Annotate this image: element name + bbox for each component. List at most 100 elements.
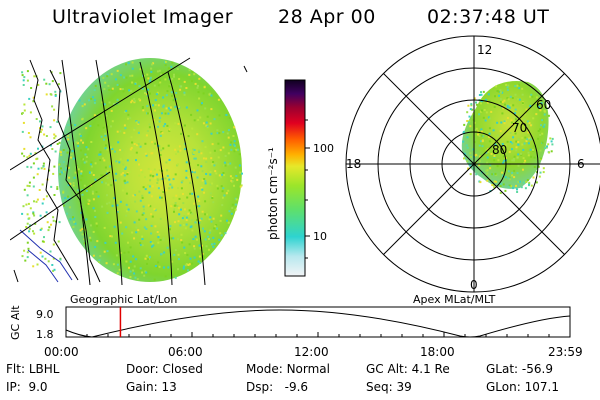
speckle bbox=[517, 98, 519, 101]
speckle bbox=[215, 172, 218, 175]
speckle bbox=[496, 165, 499, 168]
speckle bbox=[126, 173, 129, 176]
speckle bbox=[503, 122, 506, 125]
speckle bbox=[462, 140, 465, 143]
speckle bbox=[120, 173, 123, 176]
speckle bbox=[190, 211, 192, 214]
speckle bbox=[90, 239, 92, 242]
speckle bbox=[526, 120, 529, 123]
speckle bbox=[78, 133, 81, 136]
speckle bbox=[132, 269, 135, 272]
speckle bbox=[158, 194, 161, 197]
speckle bbox=[182, 193, 184, 195]
speckle bbox=[511, 171, 514, 174]
speckle bbox=[198, 149, 200, 152]
speckle bbox=[108, 201, 111, 204]
speckle bbox=[116, 83, 119, 86]
info-label: GLon: bbox=[486, 380, 521, 394]
speckle bbox=[199, 219, 202, 221]
speckle bbox=[204, 182, 207, 185]
speckle bbox=[189, 257, 192, 260]
speckle bbox=[527, 131, 530, 134]
speckle bbox=[193, 245, 196, 248]
speckle bbox=[45, 93, 48, 96]
speckle bbox=[171, 94, 173, 97]
speckle bbox=[26, 222, 29, 225]
speckle bbox=[178, 197, 181, 200]
speckle bbox=[87, 148, 90, 151]
speckle bbox=[129, 260, 132, 263]
speckle bbox=[62, 190, 65, 193]
speckle bbox=[27, 247, 30, 250]
speckle bbox=[488, 140, 491, 143]
speckle bbox=[32, 185, 35, 188]
speckle bbox=[209, 122, 212, 125]
speckle bbox=[154, 176, 157, 179]
speckle bbox=[54, 90, 57, 93]
speckle bbox=[235, 175, 238, 177]
speckle bbox=[473, 121, 476, 124]
speckle bbox=[124, 182, 127, 185]
speckle bbox=[56, 187, 59, 190]
speckle bbox=[137, 229, 140, 232]
speckle bbox=[221, 204, 224, 207]
speckle bbox=[149, 174, 152, 177]
speckle bbox=[488, 127, 491, 130]
speckle bbox=[85, 190, 88, 192]
speckle bbox=[146, 130, 149, 132]
speckle bbox=[522, 181, 525, 184]
speckle bbox=[101, 101, 104, 104]
speckle bbox=[208, 231, 211, 234]
speckle bbox=[494, 95, 496, 98]
speckle bbox=[474, 128, 477, 131]
speckle bbox=[49, 250, 52, 253]
color-scale-bar bbox=[284, 79, 306, 277]
speckle bbox=[144, 152, 147, 155]
speckle bbox=[151, 185, 154, 188]
speckle bbox=[83, 103, 86, 106]
speckle bbox=[102, 157, 105, 160]
speckle bbox=[491, 184, 494, 186]
speckle bbox=[178, 78, 181, 80]
speckle bbox=[64, 168, 67, 171]
speckle bbox=[101, 205, 104, 208]
speckle bbox=[103, 88, 106, 91]
speckle bbox=[221, 190, 224, 193]
speckle bbox=[182, 224, 185, 227]
speckle bbox=[139, 68, 142, 71]
speckle bbox=[487, 150, 490, 153]
speckle bbox=[74, 124, 77, 126]
speckle bbox=[167, 144, 170, 147]
speckle bbox=[201, 210, 204, 213]
speckle bbox=[225, 192, 228, 195]
speckle bbox=[212, 217, 215, 220]
speckle bbox=[216, 187, 219, 190]
speckle bbox=[59, 173, 62, 176]
speckle bbox=[469, 173, 472, 176]
speckle bbox=[235, 148, 238, 151]
speckle bbox=[193, 119, 196, 122]
speckle bbox=[196, 188, 199, 191]
speckle bbox=[34, 222, 37, 225]
speckle bbox=[201, 252, 204, 255]
speckle bbox=[150, 67, 153, 70]
speckle bbox=[97, 195, 100, 198]
speckle bbox=[210, 132, 213, 135]
speckle bbox=[49, 93, 52, 96]
speckle bbox=[81, 118, 84, 121]
speckle bbox=[508, 105, 511, 108]
speckle bbox=[110, 125, 112, 128]
speckle bbox=[204, 180, 207, 183]
speckle bbox=[144, 142, 147, 145]
speckle bbox=[530, 124, 532, 127]
speckle bbox=[152, 62, 155, 65]
color-scale: 100 10 photon cm⁻²s⁻¹ bbox=[266, 79, 334, 277]
speckle bbox=[517, 164, 520, 167]
speckle bbox=[139, 145, 142, 148]
speckle bbox=[543, 109, 546, 112]
speckle bbox=[81, 189, 84, 191]
speckle bbox=[517, 143, 520, 146]
speckle bbox=[189, 181, 192, 184]
speckle bbox=[213, 118, 216, 121]
speckle bbox=[192, 152, 195, 155]
